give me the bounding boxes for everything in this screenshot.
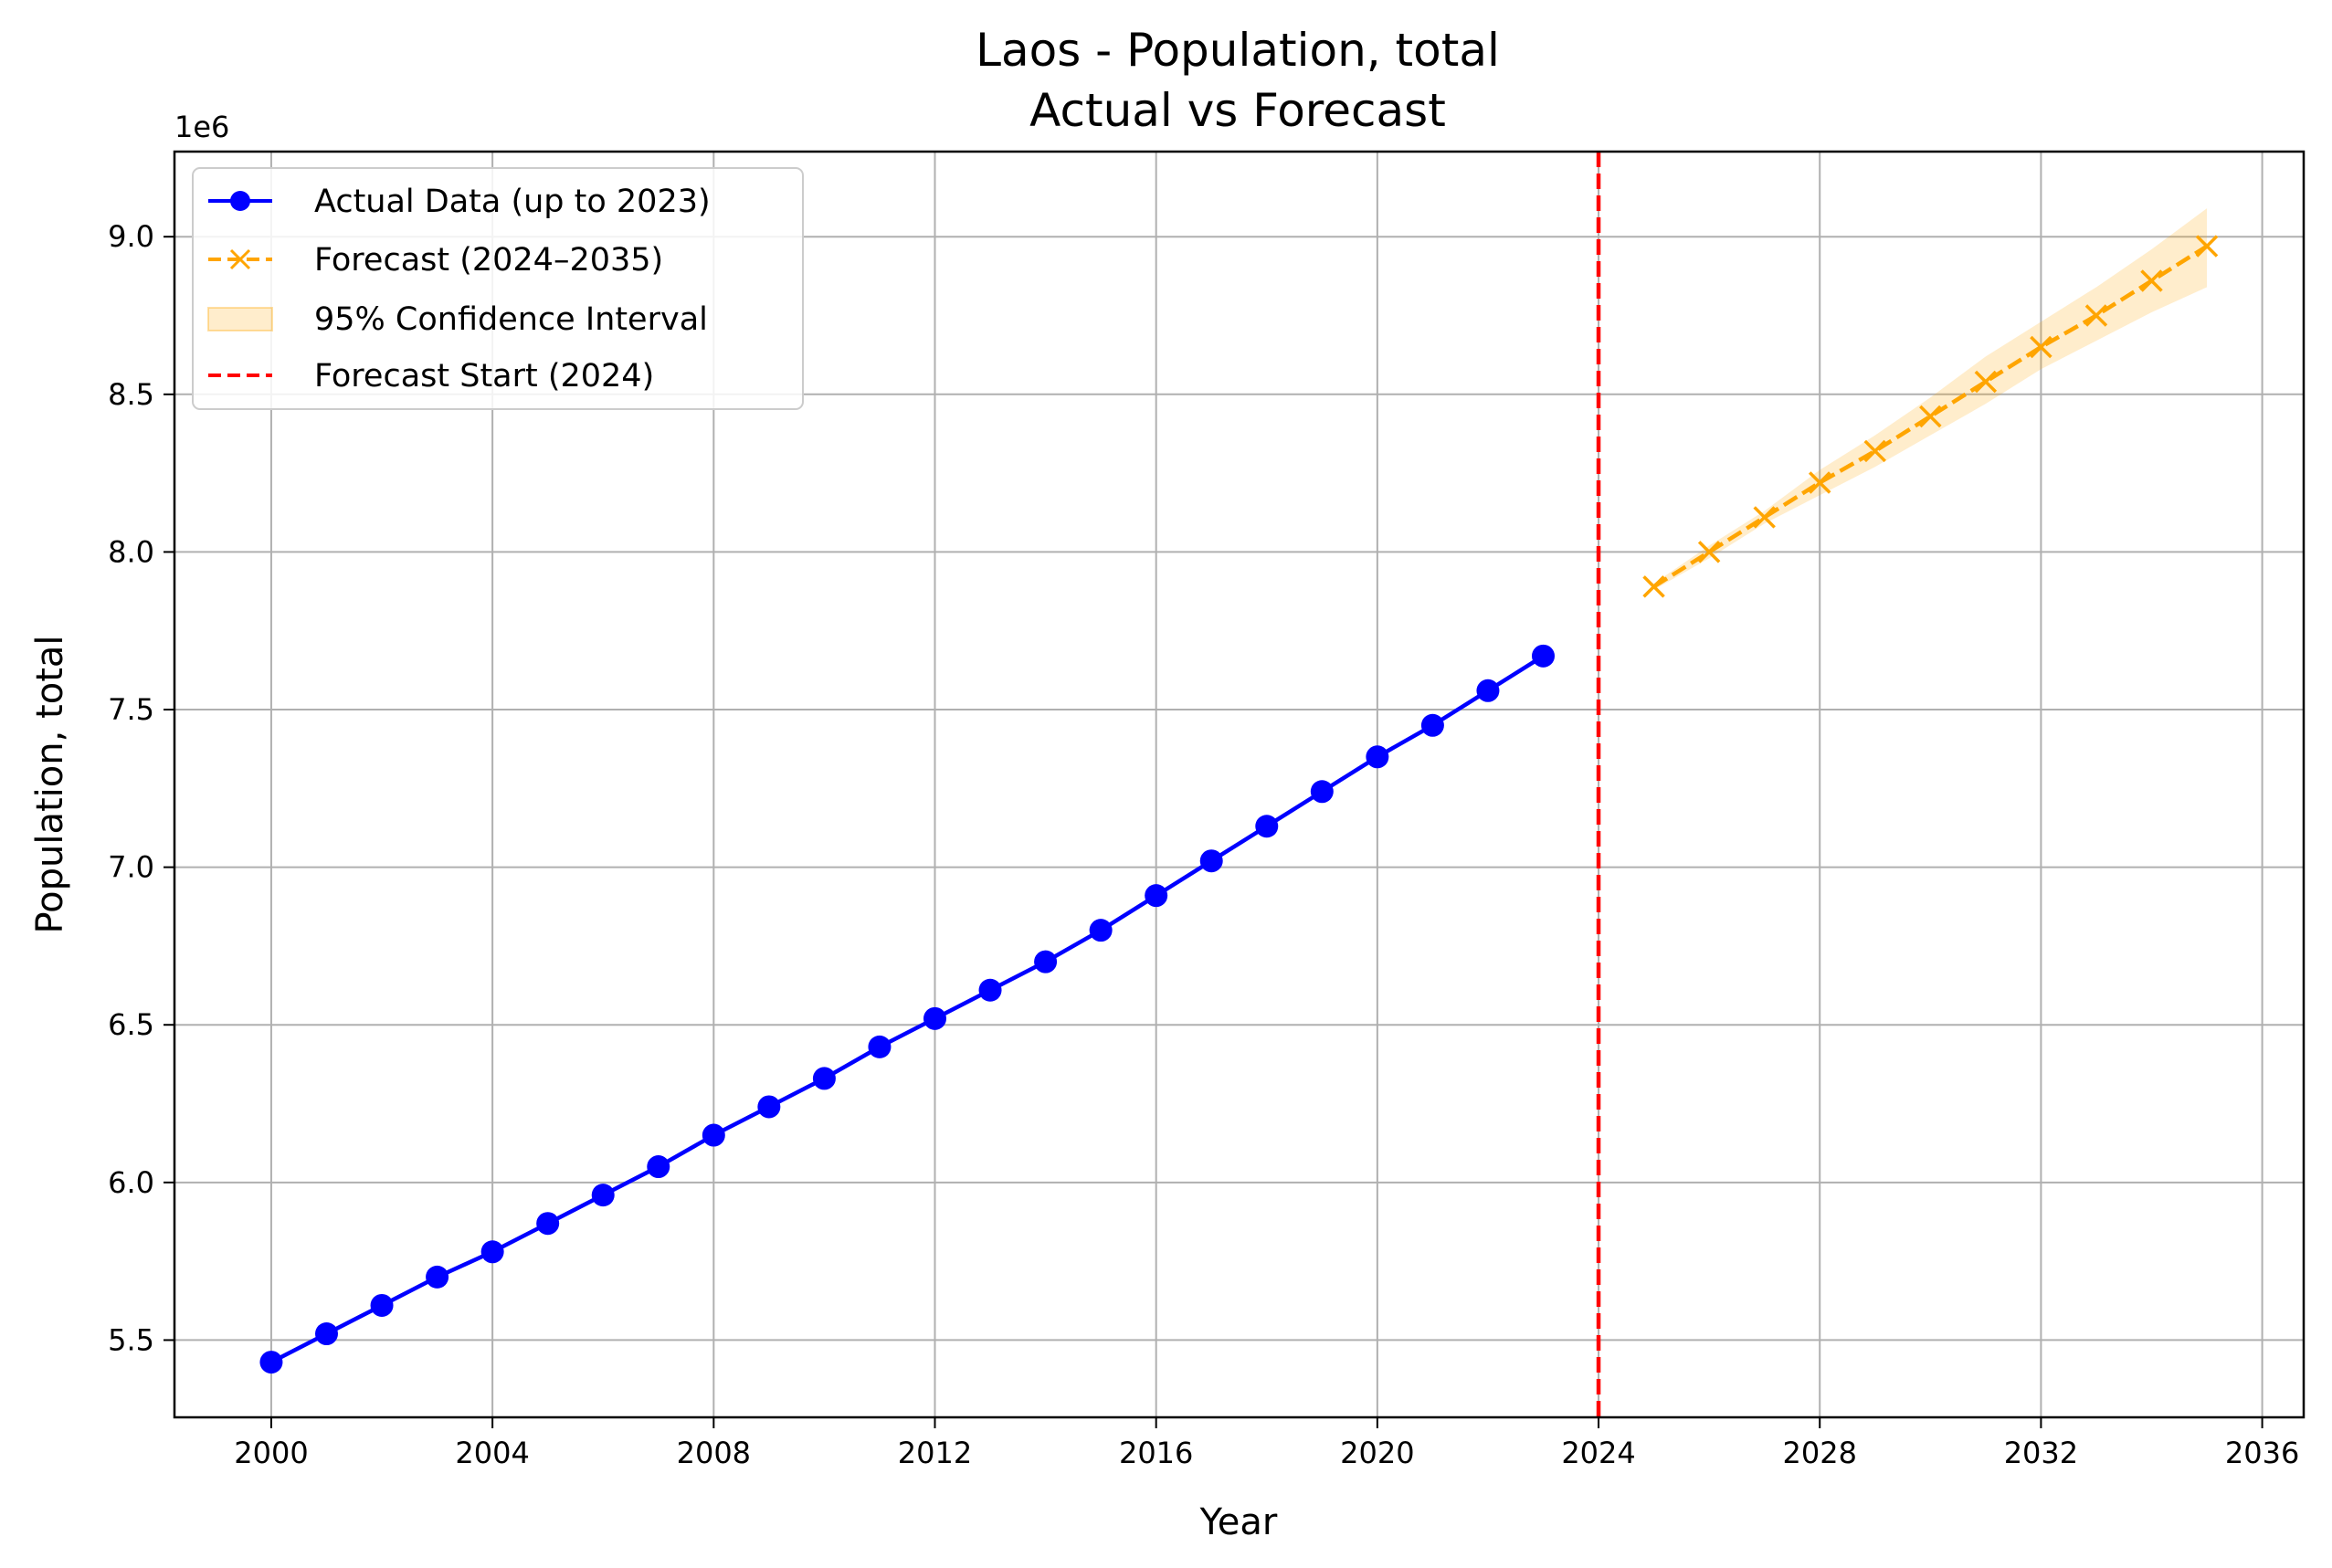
actual-data-point <box>812 1067 836 1090</box>
y-tick-label: 5.5 <box>108 1322 154 1357</box>
y-tick-label: 6.5 <box>108 1007 154 1042</box>
x-tick-label: 2008 <box>677 1436 751 1470</box>
forecast-data-point <box>1863 439 1887 463</box>
actual-data-point <box>1089 919 1113 942</box>
x-tick-label: 2012 <box>898 1436 972 1470</box>
x-tick-label: 2020 <box>1340 1436 1414 1470</box>
actual-data-point <box>370 1293 394 1317</box>
actual-data-point <box>259 1351 283 1374</box>
actual-data-point <box>1255 815 1279 838</box>
actual-data-point <box>536 1212 560 1236</box>
legend-actual-label: Actual Data (up to 2023) <box>314 184 711 220</box>
y-tick-label: 8.5 <box>108 377 154 412</box>
actual-data-point <box>1145 884 1168 908</box>
y-tick-label: 9.0 <box>108 219 154 254</box>
legend-actual-marker <box>230 191 250 211</box>
legend-forecast-marker <box>229 248 251 270</box>
actual-data-point <box>1420 713 1444 737</box>
actual-data-point <box>591 1184 615 1207</box>
actual-data-point <box>1034 950 1058 973</box>
y-axis-ticks: 5.5 6.0 6.5 7.0 7.5 8.0 8.5 9.0 <box>108 219 174 1357</box>
x-tick-label: 2004 <box>455 1436 529 1470</box>
legend: Actual Data (up to 2023) Forecast (2024–… <box>192 167 804 410</box>
actual-data-point <box>978 978 1002 1002</box>
series-layer <box>259 235 2219 1374</box>
legend-forecast-label: Forecast (2024–2035) <box>314 242 663 279</box>
forecast-data-point <box>1919 405 1942 428</box>
y-tick-label: 7.0 <box>108 850 154 885</box>
actual-data-point <box>702 1123 725 1147</box>
actual-data-point <box>1366 745 1389 769</box>
legend-ci-label: 95% Confidence Interval <box>314 301 708 338</box>
confidence-band-layer <box>1653 208 2208 590</box>
actual-data-point <box>868 1035 892 1058</box>
actual-data-point <box>480 1240 504 1264</box>
forecast-data-point <box>1697 541 1721 563</box>
x-tick-label: 2024 <box>1561 1436 1635 1470</box>
actual-data-point <box>1199 849 1223 873</box>
forecast-data-point <box>2084 304 2108 327</box>
actual-data-point <box>426 1265 449 1289</box>
forecast-series-line <box>1652 244 2209 589</box>
legend-forecast-start-label: Forecast Start (2024) <box>314 358 654 395</box>
x-tick-label: 2016 <box>1119 1436 1193 1470</box>
chart-title: Laos - Population, total <box>976 24 1500 77</box>
forecast-data-point <box>1808 471 1831 494</box>
actual-data-point <box>1310 780 1334 804</box>
x-axis-label: Year <box>1199 1501 1278 1543</box>
x-tick-label: 2036 <box>2225 1436 2299 1470</box>
forecast-data-point <box>2195 235 2219 258</box>
legend-box <box>192 167 804 410</box>
chart-subtitle: Actual vs Forecast <box>1029 84 1446 137</box>
forecast-data-point <box>2030 335 2052 359</box>
actual-data-point <box>315 1322 338 1346</box>
plot-area-frame <box>173 150 2306 1419</box>
x-tick-label: 2000 <box>234 1436 308 1470</box>
actual-data-point <box>1532 644 1555 668</box>
actual-data-point <box>923 1006 946 1030</box>
x-tick-label: 2028 <box>1783 1436 1857 1470</box>
y-axis-label: Population, total <box>29 635 71 933</box>
actual-data-point <box>647 1155 670 1179</box>
confidence-interval-band <box>1653 208 2208 590</box>
forecast-data-point <box>1642 575 1665 598</box>
y-tick-label: 8.0 <box>108 534 154 569</box>
y-tick-label: 6.0 <box>108 1165 154 1200</box>
actual-data-point <box>1476 679 1500 702</box>
x-tick-label: 2032 <box>2004 1436 2078 1470</box>
actual-data-point <box>757 1095 781 1119</box>
y-offset-label: 1e6 <box>174 110 229 144</box>
x-axis-ticks: 2000 2004 2008 2012 2016 2020 2024 2028 2032 2036 <box>234 1417 2299 1470</box>
y-tick-label: 7.5 <box>108 692 154 727</box>
forecast-data-point <box>1974 370 1998 394</box>
forecast-data-point <box>2140 269 2163 292</box>
legend-ci-swatch <box>207 307 273 331</box>
forecast-data-point <box>1753 506 1776 529</box>
